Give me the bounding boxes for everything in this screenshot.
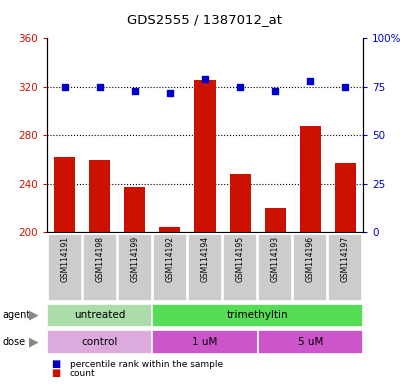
Text: count: count xyxy=(70,369,95,378)
Bar xyxy=(159,227,180,232)
Bar xyxy=(152,303,362,327)
Text: ■: ■ xyxy=(51,368,61,378)
Point xyxy=(306,78,313,84)
Text: 5 uM: 5 uM xyxy=(297,337,322,347)
Bar xyxy=(124,187,145,232)
Bar xyxy=(83,234,116,301)
Text: GDS2555 / 1387012_at: GDS2555 / 1387012_at xyxy=(127,13,282,26)
Bar xyxy=(152,330,257,354)
Bar xyxy=(264,208,285,232)
Text: GSM114194: GSM114194 xyxy=(200,236,209,282)
Text: control: control xyxy=(81,337,118,347)
Point xyxy=(236,84,243,90)
Text: dose: dose xyxy=(2,337,25,347)
Bar xyxy=(48,234,81,301)
Bar xyxy=(194,79,215,232)
Text: ▶: ▶ xyxy=(29,309,38,322)
Bar xyxy=(334,163,355,232)
Text: untreated: untreated xyxy=(74,310,125,320)
Point xyxy=(271,88,278,94)
Text: trimethyltin: trimethyltin xyxy=(226,310,288,320)
Bar xyxy=(258,234,291,301)
Bar xyxy=(153,234,187,301)
Bar xyxy=(188,234,221,301)
Text: GSM114195: GSM114195 xyxy=(235,236,244,282)
Bar xyxy=(47,330,152,354)
Text: GSM114198: GSM114198 xyxy=(95,236,104,282)
Bar xyxy=(47,303,152,327)
Bar xyxy=(299,126,320,232)
Point xyxy=(131,88,138,94)
Bar xyxy=(89,160,110,232)
Bar xyxy=(229,174,250,232)
Text: GSM114197: GSM114197 xyxy=(340,236,349,282)
Text: ■: ■ xyxy=(51,359,61,369)
Text: GSM114199: GSM114199 xyxy=(130,236,139,282)
Bar xyxy=(54,157,75,232)
Point xyxy=(61,84,68,90)
Text: 1 uM: 1 uM xyxy=(192,337,217,347)
Text: percentile rank within the sample: percentile rank within the sample xyxy=(70,360,222,369)
Point xyxy=(166,89,173,96)
Bar xyxy=(257,330,362,354)
Text: GSM114192: GSM114192 xyxy=(165,236,174,282)
Point xyxy=(341,84,348,90)
Bar xyxy=(118,234,151,301)
Text: ▶: ▶ xyxy=(29,336,38,349)
Text: GSM114191: GSM114191 xyxy=(60,236,69,282)
Point xyxy=(201,76,208,82)
Bar xyxy=(293,234,326,301)
Point xyxy=(96,84,103,90)
Bar xyxy=(328,234,361,301)
Text: GSM114193: GSM114193 xyxy=(270,236,279,282)
Text: agent: agent xyxy=(2,310,30,320)
Text: GSM114196: GSM114196 xyxy=(305,236,314,282)
Bar xyxy=(222,234,256,301)
